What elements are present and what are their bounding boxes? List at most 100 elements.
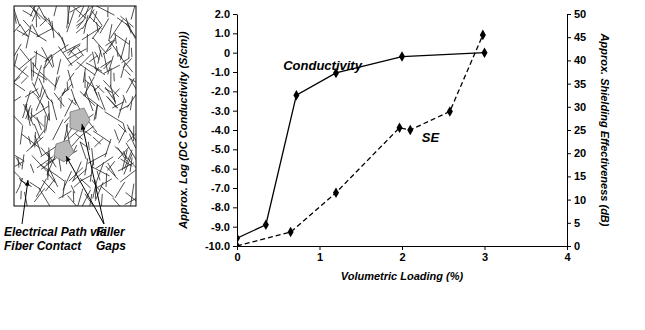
fiber: [80, 142, 86, 160]
tick-label: -8.0: [211, 201, 230, 213]
tick-label: 1: [317, 251, 323, 263]
fiber: [14, 66, 27, 82]
fiber: [57, 176, 64, 181]
tick-mark: [233, 53, 237, 54]
fiber: [67, 6, 69, 24]
tick: 0: [224, 47, 237, 59]
fiber: [98, 92, 105, 111]
tick-mark: [485, 246, 486, 250]
fiber: [126, 18, 131, 34]
fiber: [54, 6, 58, 16]
series-label: Conductivity: [283, 58, 362, 73]
tick: -10.0: [205, 240, 237, 252]
tick-label: -9.0: [211, 221, 230, 233]
fiber: [67, 11, 74, 33]
fiber: [85, 80, 96, 90]
fiber: [76, 21, 83, 26]
fiber: [77, 17, 86, 28]
fiber: [57, 59, 60, 74]
tick-mark: [320, 246, 321, 250]
tick: -4.0: [211, 124, 237, 136]
fiber: [101, 194, 102, 206]
fiber: [82, 10, 94, 30]
fiber: [14, 83, 25, 91]
fiber: [36, 15, 37, 27]
fiber: [85, 73, 86, 88]
fiber: [133, 126, 134, 141]
y2-axis: 05101520253035404550: [567, 8, 586, 252]
tick: 0: [567, 240, 580, 252]
marker: [447, 106, 453, 117]
fiber: [46, 179, 56, 191]
fiber: [112, 89, 120, 97]
tick-mark: [233, 246, 237, 247]
fiber: [17, 30, 28, 37]
fiber: [67, 45, 80, 53]
tick-label: 40: [574, 54, 586, 66]
fiber: [86, 93, 93, 111]
fiber: [14, 170, 22, 180]
tick: 2.0: [215, 8, 237, 20]
series-line: [237, 35, 483, 246]
fiber: [82, 28, 100, 40]
fiber: [96, 85, 104, 93]
fiber: [75, 54, 91, 70]
fiber: [127, 129, 136, 142]
fiber: [119, 55, 133, 72]
tick-mark: [567, 223, 571, 224]
tick-mark: [567, 37, 571, 38]
x-axis: 01234: [234, 246, 571, 263]
fiber: [113, 198, 121, 206]
fiber: [77, 189, 83, 206]
fiber: [40, 20, 47, 26]
tick-mark: [567, 246, 571, 247]
fiber: [23, 104, 33, 125]
series-label: SE: [422, 130, 440, 145]
tick-mark: [567, 60, 571, 61]
fiber: [39, 188, 51, 206]
tick-mark: [233, 72, 237, 73]
fiber: [30, 164, 33, 173]
tick-mark: [233, 91, 237, 92]
arrow: [66, 156, 104, 224]
fiber: [84, 15, 88, 34]
fiber: [85, 6, 90, 18]
fiber: [80, 91, 95, 105]
marker: [399, 51, 405, 62]
fiber: [20, 126, 22, 145]
tick-label: 0: [224, 47, 230, 59]
tick-label: 3: [482, 251, 488, 263]
fiber: [129, 134, 135, 148]
fiber: [20, 24, 28, 36]
fiber: [23, 10, 33, 16]
fiber: [99, 45, 103, 57]
fiber: [105, 112, 124, 124]
tick-mark: [567, 200, 571, 201]
tick: -6.0: [211, 163, 237, 175]
fiber: [131, 48, 133, 57]
fiber: [58, 46, 72, 66]
fiber: [36, 179, 46, 197]
fiber: [14, 54, 17, 67]
fiber: [32, 82, 39, 96]
fiber: [126, 143, 136, 163]
fiber: [108, 56, 114, 75]
fiber: [95, 6, 115, 15]
fiber: [118, 98, 124, 118]
tick-mark: [567, 153, 571, 154]
fiber: [119, 131, 125, 143]
fiber: [129, 78, 136, 84]
tick: 1: [317, 246, 323, 263]
marker: [481, 47, 487, 58]
tick: 25: [567, 124, 586, 136]
tick-label: 10: [574, 194, 586, 206]
fiber: [32, 62, 38, 70]
fiber: [67, 49, 87, 59]
fiber: [89, 6, 95, 18]
fiber: [128, 128, 134, 135]
series-line: [237, 53, 485, 239]
fiber: [104, 65, 120, 73]
tick-label: 15: [574, 170, 586, 182]
fiber: [118, 163, 134, 171]
fibers: [14, 6, 136, 206]
